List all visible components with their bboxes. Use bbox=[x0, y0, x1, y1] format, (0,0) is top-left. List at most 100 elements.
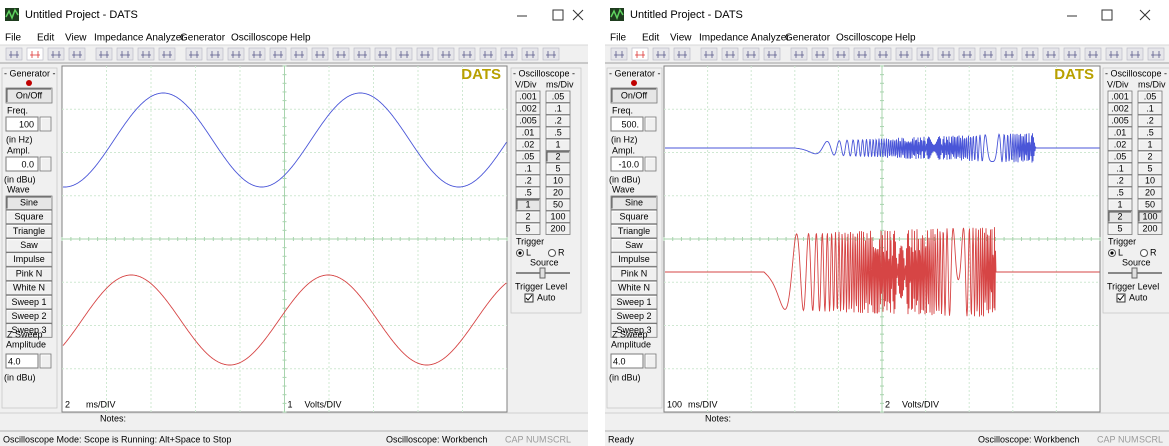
menu-item[interactable]: Edit bbox=[642, 33, 659, 44]
toolbar-icon[interactable] bbox=[500, 47, 518, 61]
zsweep-spinner[interactable] bbox=[644, 353, 657, 369]
on-off-button[interactable] bbox=[610, 87, 658, 104]
vdiv-button[interactable] bbox=[515, 114, 541, 127]
menu-item[interactable]: Help bbox=[895, 33, 916, 44]
toolbar-icon[interactable] bbox=[458, 47, 476, 61]
trigger-right-radio[interactable] bbox=[548, 249, 556, 257]
wave-button[interactable] bbox=[610, 294, 658, 310]
menu-item[interactable]: Oscilloscope bbox=[231, 33, 288, 44]
vdiv-button[interactable] bbox=[1107, 174, 1133, 187]
ampl-input[interactable] bbox=[5, 156, 39, 172]
toolbar-icon[interactable] bbox=[227, 47, 245, 61]
vdiv-button[interactable] bbox=[1107, 126, 1133, 139]
trigger-slider-thumb[interactable] bbox=[539, 267, 546, 279]
toolbar-icon[interactable] bbox=[353, 47, 371, 61]
toolbar-icon[interactable] bbox=[479, 47, 497, 61]
on-off-button[interactable] bbox=[5, 87, 53, 104]
toolbar-icon[interactable] bbox=[1147, 47, 1165, 61]
msdiv-button[interactable] bbox=[545, 222, 571, 235]
ampl-spinner[interactable] bbox=[39, 156, 52, 172]
toolbar-icon[interactable] bbox=[763, 47, 781, 61]
msdiv-button[interactable] bbox=[545, 210, 571, 223]
toolbar-icon[interactable] bbox=[47, 47, 65, 61]
toolbar-icon[interactable] bbox=[673, 47, 691, 61]
wave-button[interactable] bbox=[610, 195, 658, 210]
zsweep-spinner[interactable] bbox=[39, 353, 52, 369]
wave-button[interactable] bbox=[610, 266, 658, 281]
toolbar-icon[interactable] bbox=[374, 47, 392, 61]
menu-item[interactable]: Generator bbox=[785, 33, 831, 44]
wave-button[interactable] bbox=[5, 266, 53, 281]
menu-item[interactable]: Impedance Analyzer bbox=[699, 33, 790, 44]
vdiv-button[interactable] bbox=[515, 150, 541, 163]
toolbar-icon[interactable] bbox=[290, 47, 308, 61]
toolbar-icon[interactable] bbox=[811, 47, 829, 61]
menu-item[interactable]: Generator bbox=[180, 33, 226, 44]
msdiv-button[interactable] bbox=[1137, 162, 1163, 175]
toolbar-icon[interactable] bbox=[542, 47, 560, 61]
freq-spinner[interactable] bbox=[39, 116, 52, 132]
toolbar-icon[interactable] bbox=[790, 47, 808, 61]
msdiv-button[interactable] bbox=[1137, 210, 1163, 223]
menu-item[interactable]: Impedance Analyzer bbox=[94, 33, 185, 44]
msdiv-button[interactable] bbox=[1137, 126, 1163, 139]
msdiv-button[interactable] bbox=[1137, 90, 1163, 103]
vdiv-button[interactable] bbox=[1107, 150, 1133, 163]
toolbar-icon[interactable] bbox=[1042, 47, 1060, 61]
freq-input[interactable] bbox=[5, 116, 39, 132]
wave-button[interactable] bbox=[610, 309, 658, 324]
vdiv-button[interactable] bbox=[1107, 162, 1133, 175]
msdiv-button[interactable] bbox=[545, 126, 571, 139]
msdiv-button[interactable] bbox=[1137, 186, 1163, 199]
vdiv-button[interactable] bbox=[515, 198, 541, 211]
toolbar-icon[interactable] bbox=[95, 47, 113, 61]
toolbar-icon[interactable] bbox=[248, 47, 266, 61]
toolbar-icon[interactable] bbox=[610, 47, 628, 61]
toolbar-icon[interactable] bbox=[721, 47, 739, 61]
toolbar-icon[interactable] bbox=[68, 47, 86, 61]
wave-button[interactable] bbox=[5, 238, 53, 253]
vdiv-button[interactable] bbox=[1107, 222, 1133, 235]
msdiv-button[interactable] bbox=[545, 198, 571, 211]
msdiv-button[interactable] bbox=[1137, 222, 1163, 235]
toolbar-icon[interactable] bbox=[979, 47, 997, 61]
toolbar-icon[interactable] bbox=[1084, 47, 1102, 61]
vdiv-button[interactable] bbox=[515, 210, 541, 223]
toolbar-icon[interactable] bbox=[437, 47, 455, 61]
toolbar-icon[interactable] bbox=[116, 47, 134, 61]
toolbar-icon[interactable] bbox=[416, 47, 434, 61]
toolbar-icon[interactable] bbox=[311, 47, 329, 61]
msdiv-button[interactable] bbox=[545, 162, 571, 175]
wave-button[interactable] bbox=[610, 223, 658, 239]
toolbar-icon[interactable] bbox=[206, 47, 224, 61]
toolbar-icon[interactable] bbox=[26, 47, 44, 61]
vdiv-button[interactable] bbox=[1107, 138, 1133, 151]
vdiv-button[interactable] bbox=[515, 90, 541, 103]
menu-item[interactable]: Edit bbox=[37, 33, 54, 44]
maximize-button[interactable] bbox=[552, 9, 564, 21]
wave-button[interactable] bbox=[5, 195, 53, 210]
menu-item[interactable]: View bbox=[670, 33, 692, 44]
wave-button[interactable] bbox=[5, 323, 53, 338]
menu-item[interactable]: File bbox=[5, 33, 22, 44]
toolbar-icon[interactable] bbox=[631, 47, 649, 61]
wave-button[interactable] bbox=[5, 294, 53, 310]
vdiv-button[interactable] bbox=[1107, 114, 1133, 127]
toolbar-icon[interactable] bbox=[158, 47, 176, 61]
trigger-slider-thumb[interactable] bbox=[1131, 267, 1138, 279]
menu-item[interactable]: File bbox=[610, 33, 627, 44]
msdiv-button[interactable] bbox=[1137, 174, 1163, 187]
toolbar-icon[interactable] bbox=[332, 47, 350, 61]
wave-button[interactable] bbox=[610, 323, 658, 338]
vdiv-button[interactable] bbox=[515, 102, 541, 115]
vdiv-button[interactable] bbox=[1107, 198, 1133, 211]
msdiv-button[interactable] bbox=[1137, 114, 1163, 127]
trigger-right-radio[interactable] bbox=[1140, 249, 1148, 257]
wave-button[interactable] bbox=[5, 252, 53, 267]
toolbar-icon[interactable] bbox=[269, 47, 287, 61]
vdiv-button[interactable] bbox=[515, 174, 541, 187]
toolbar-icon[interactable] bbox=[1000, 47, 1018, 61]
toolbar-icon[interactable] bbox=[895, 47, 913, 61]
toolbar-icon[interactable] bbox=[958, 47, 976, 61]
toolbar-icon[interactable] bbox=[395, 47, 413, 61]
